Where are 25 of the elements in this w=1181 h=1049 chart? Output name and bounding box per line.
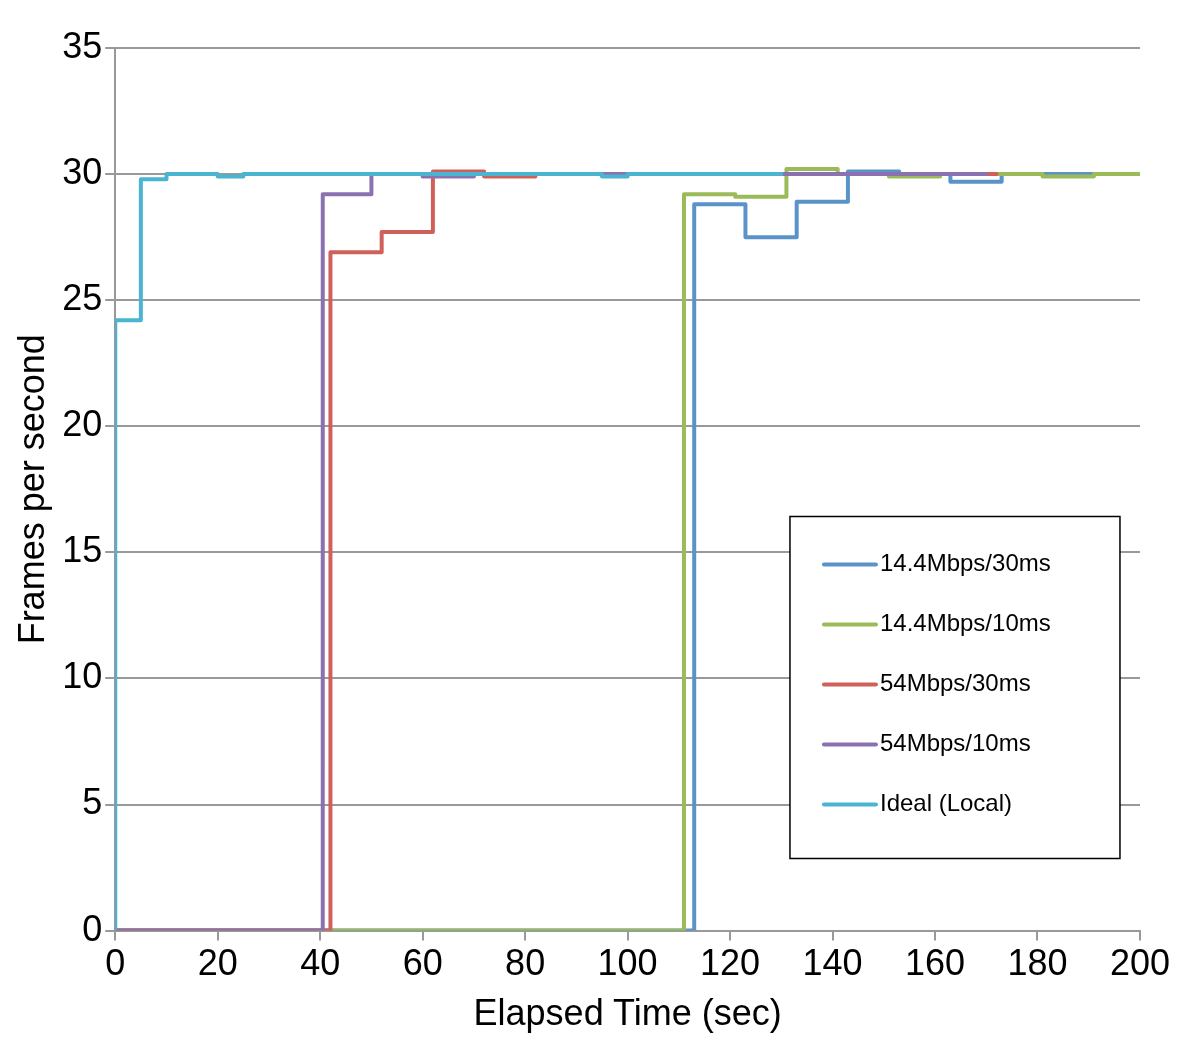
y-tick-label: 15 [62,529,103,571]
legend-label: 14.4Mbps/10ms [879,609,1051,637]
y-tick-label: 30 [62,151,103,193]
x-tick-label: 200 [1109,942,1171,984]
x-tick-label: 140 [802,942,863,984]
y-tick-label: 35 [62,24,103,66]
y-tick-label: 25 [62,277,103,319]
x-tick-label: 180 [1007,942,1068,984]
x-tick-label: 20 [197,942,238,984]
y-tick-label: 20 [62,403,103,445]
x-tick-label: 80 [505,942,546,984]
y-axis-title: Frames per second [10,334,52,645]
x-tick-label: 160 [904,942,966,984]
legend-label: Ideal (Local) [879,789,1013,817]
x-tick-label: 120 [700,942,761,984]
x-tick-label: 60 [402,942,443,984]
y-tick-label: 10 [62,655,103,697]
x-tick-label: 100 [597,942,658,984]
y-tick-label: 0 [82,907,103,949]
x-tick-label: 40 [300,942,341,984]
x-axis-title: Elapsed Time (sec) [473,992,782,1034]
legend-label: 54Mbps/10ms [879,729,1031,757]
legend-label: 14.4Mbps/30ms [879,549,1051,577]
legend-label: 54Mbps/30ms [879,669,1031,697]
y-tick-label: 5 [82,781,103,823]
